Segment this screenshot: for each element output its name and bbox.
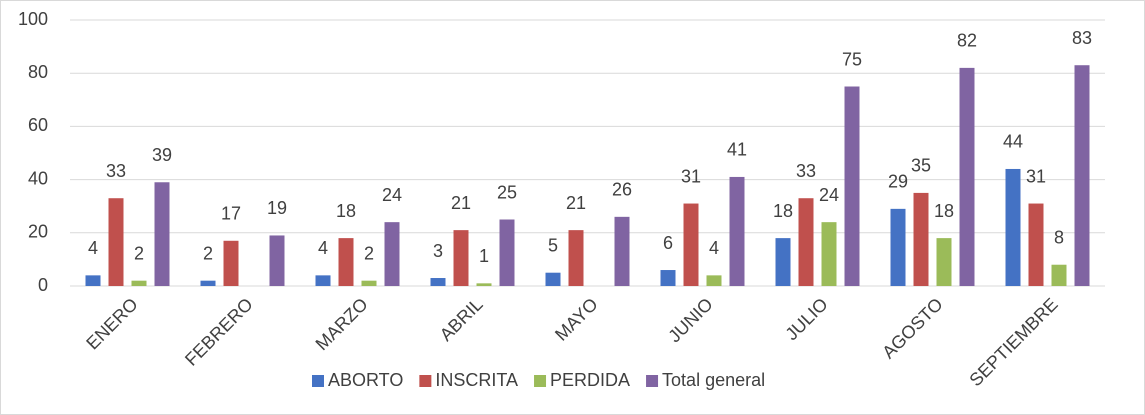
bar: [223, 240, 239, 286]
data-label: 5: [548, 235, 558, 255]
data-label: 3: [433, 241, 443, 261]
bar: [269, 235, 285, 286]
bar: [384, 222, 400, 286]
data-label: 4: [318, 238, 328, 258]
bar: [154, 182, 170, 286]
bar: [1074, 65, 1090, 286]
bar: [913, 192, 929, 286]
bar: [614, 216, 630, 286]
bar: [1028, 203, 1044, 286]
bar: [798, 198, 814, 286]
data-label: 39: [152, 145, 172, 165]
data-label: 82: [957, 31, 977, 51]
bar: [108, 198, 124, 286]
data-label: 17: [221, 204, 241, 224]
data-label: 29: [888, 172, 908, 192]
data-label: 41: [727, 140, 747, 160]
bar: [315, 275, 331, 286]
bar: [844, 86, 860, 286]
bar: [361, 280, 377, 286]
bar: [683, 203, 699, 286]
legend-swatch: [646, 375, 659, 387]
bar: [545, 272, 561, 286]
bar: [476, 283, 492, 286]
data-label: 1: [479, 246, 489, 266]
bar: [453, 230, 469, 286]
bar: [706, 275, 722, 286]
data-label: 31: [681, 166, 701, 186]
bar: [729, 176, 745, 286]
bar: [959, 67, 975, 286]
legend-swatch: [312, 375, 324, 387]
bar: [1051, 264, 1067, 286]
data-label: 21: [566, 193, 586, 213]
data-label: 4: [88, 238, 98, 258]
legend-swatch: [419, 375, 432, 387]
bar: [568, 230, 584, 286]
data-label: 18: [336, 201, 356, 221]
data-label: 2: [203, 243, 213, 263]
y-tick-label: 100: [18, 9, 48, 29]
y-tick-label: 0: [38, 275, 48, 295]
data-label: 18: [934, 201, 954, 221]
y-tick-label: 20: [28, 222, 48, 242]
y-tick-label: 80: [28, 62, 48, 82]
bar: [775, 238, 791, 286]
data-label: 2: [134, 243, 144, 263]
data-label: 24: [382, 185, 402, 205]
data-label: 24: [819, 185, 839, 205]
legend-label: PERDIDA: [550, 370, 630, 390]
data-label: 8: [1054, 227, 1064, 247]
bar: [660, 270, 676, 286]
data-label: 75: [842, 49, 862, 69]
legend-label: Total general: [662, 370, 765, 390]
data-label: 26: [612, 180, 632, 200]
data-label: 44: [1003, 132, 1023, 152]
data-label: 33: [106, 161, 126, 181]
bar: [499, 219, 515, 286]
bar: [890, 208, 906, 286]
data-label: 25: [497, 182, 517, 202]
legend-label: INSCRITA: [435, 370, 518, 390]
bar: [821, 222, 837, 286]
data-label: 35: [911, 156, 931, 176]
data-label: 4: [709, 238, 719, 258]
data-label: 33: [796, 161, 816, 181]
legend-label: ABORTO: [328, 370, 403, 390]
data-label: 2: [364, 243, 374, 263]
y-tick-label: 40: [28, 168, 48, 188]
bar: [936, 238, 952, 286]
data-label: 6: [663, 233, 673, 253]
y-tick-label: 60: [28, 115, 48, 135]
bar: [338, 238, 354, 286]
bar: [430, 278, 446, 286]
data-label: 18: [773, 201, 793, 221]
bar: [131, 280, 147, 286]
data-label: 83: [1072, 28, 1092, 48]
data-label: 19: [267, 198, 287, 218]
bar: [1005, 168, 1021, 286]
legend-swatch: [534, 375, 547, 387]
bar: [85, 275, 101, 286]
data-label: 21: [451, 193, 471, 213]
bar: [200, 280, 216, 286]
data-label: 31: [1026, 166, 1046, 186]
